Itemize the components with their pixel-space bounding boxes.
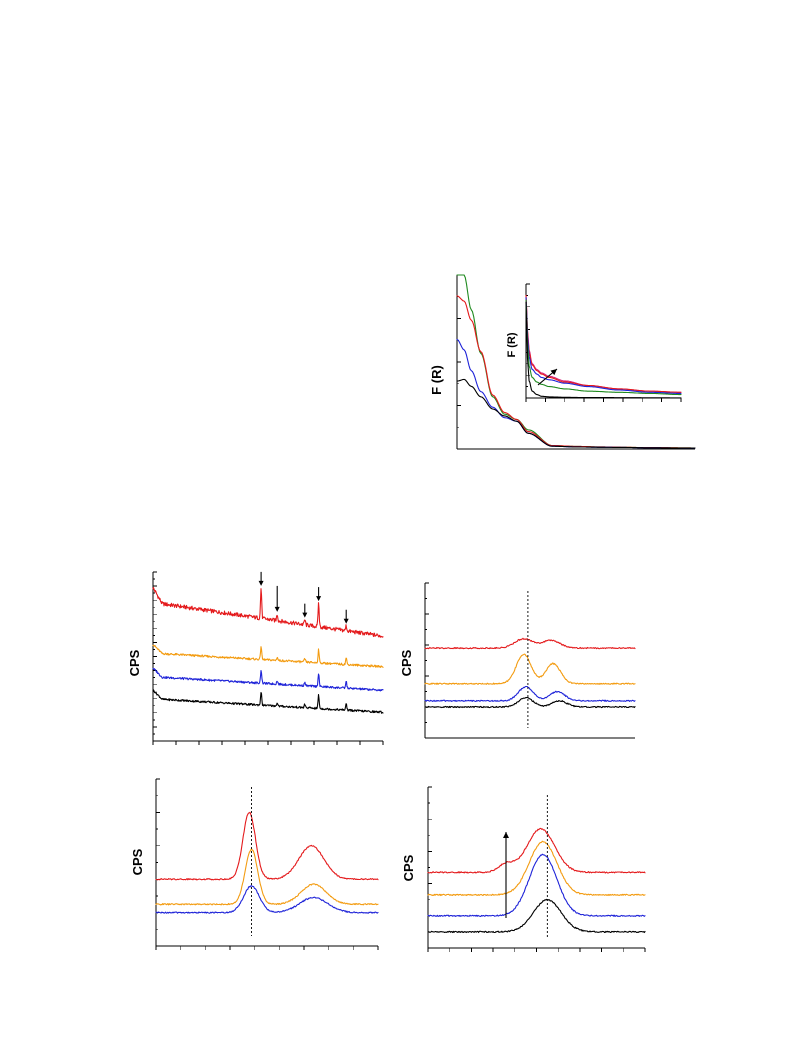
series-red	[155, 811, 379, 881]
series-red	[525, 294, 682, 393]
fr-main-chart: F (R)	[429, 274, 696, 450]
series-blue	[427, 853, 646, 917]
series-blue	[424, 685, 636, 702]
peak-marker-arrowhead	[302, 612, 308, 618]
series-blue	[152, 667, 384, 692]
y-axis-label: CPS	[127, 649, 142, 676]
series-orange	[424, 653, 636, 685]
series-black	[525, 301, 682, 399]
xrd-wide-chart: CPS	[127, 571, 384, 745]
y-axis-label: CPS	[401, 854, 416, 881]
trend-arrow-head	[503, 832, 509, 838]
series-blue	[525, 297, 682, 394]
peak-marker-arrowhead	[343, 618, 349, 624]
series-black	[427, 898, 646, 934]
y-axis-label: CPS	[130, 848, 145, 875]
peak-marker-arrowhead	[258, 580, 264, 586]
series-black	[424, 696, 636, 709]
xrd-zoom-b-chart: CPS	[130, 778, 379, 950]
series-blue	[155, 885, 379, 914]
fr-inset-chart: F (R)	[506, 283, 682, 402]
series-black	[152, 689, 384, 714]
series-orange	[152, 644, 384, 668]
series-orange	[427, 840, 646, 897]
series-red	[427, 827, 646, 874]
xrd-zoom-a-chart: CPS	[399, 582, 636, 739]
series-green	[525, 299, 682, 396]
peak-marker-arrowhead	[274, 606, 280, 612]
series-orange	[155, 848, 379, 906]
peak-marker-arrowhead	[316, 596, 322, 602]
y-axis-label: F (R)	[429, 365, 444, 395]
y-axis-label: F (R)	[506, 332, 518, 357]
series-red	[424, 637, 636, 650]
series-red	[152, 586, 384, 638]
inset-background	[526, 284, 681, 398]
trend-arrow-head	[550, 369, 557, 376]
series-black	[456, 378, 696, 449]
xrd-zoom-c-chart: CPS	[401, 786, 646, 952]
y-axis-label: CPS	[399, 649, 414, 676]
